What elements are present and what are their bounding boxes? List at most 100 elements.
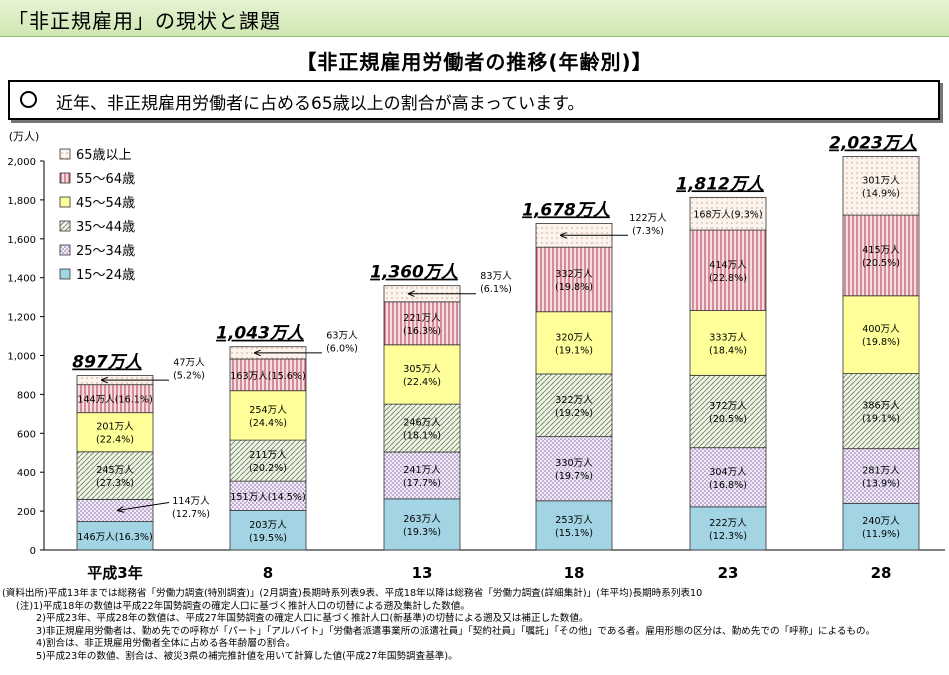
bar-segment [229,510,307,551]
stacked-bar-chart: 0 200 400 600 800 1,000 1,200 1,400 1,600 1,800 2,… [7,130,945,582]
legend-swatch [59,148,71,160]
bar-total-label: 1,812万人 [676,174,765,194]
bar-segment [535,500,613,551]
bar-segment [383,344,461,405]
data-label: (19.8%) [862,337,900,348]
bar-segment [535,436,613,502]
note-line: (注)1)平成18年の数値は平成22年国勢調査の確定人口に基づく推計人口の切替に… [16,600,470,612]
data-label-external: 63万人 [326,330,358,341]
note-line: (資料出所)平成13年までは総務省「労働力調査(特別調査)」(2月調査)長期時系… [2,588,703,599]
data-label: (22.8%) [709,273,747,284]
bar-segment [383,451,461,500]
bar-segment [76,412,154,453]
bar-segment [689,310,767,376]
data-label: 144万人(16.1%) [77,395,152,406]
note-line: 4)割合は、非正規雇用労働者全体に占める各年齢層の割合。 [36,638,296,650]
data-label: 415万人 [862,245,900,256]
bar-segment [842,214,920,297]
data-label: 305万人 [403,364,441,375]
data-label: 221万人 [403,313,441,324]
bar-segment [76,384,154,414]
data-label: 322万人 [555,395,593,406]
data-label: (20.2%) [249,463,287,474]
bar-segment [689,374,767,449]
data-label: (20.5%) [862,258,900,269]
data-label: 304万人 [709,467,747,478]
x-tick-label: 13 [412,564,433,582]
legend-label: 65歳以上 [76,148,132,163]
data-label: 301万人 [862,175,900,186]
message-box: 近年、非正規雇用労働者に占める65歳以上の割合が高まっています。 [8,80,940,120]
data-label: 201万人 [96,422,134,433]
data-label: 163万人(15.6%) [230,371,305,382]
legend-label: 35～44歳 [76,220,135,235]
data-label: 263万人 [403,514,441,525]
bar-segment [76,451,154,500]
y-tick-label: 2,000 [7,157,36,168]
bar-segment [689,447,767,508]
data-label: (16.3%) [403,326,441,337]
bar-segment [229,358,307,392]
data-label: (19.5%) [249,533,287,544]
bar-segment [689,229,767,311]
page-header-title: 「非正規雇用」の現状と課題 [8,9,281,33]
y-tick-label: 1,400 [7,274,36,285]
y-tick-label: 0 [30,546,36,557]
data-label: 254万人 [249,405,287,416]
data-label: (11.9%) [862,529,900,540]
data-label: 386万人 [862,401,900,412]
bar-segment [842,502,920,551]
data-label: (22.4%) [403,377,441,388]
chart-title: 【非正規雇用労働者の推移(年齢別)】 [296,50,653,74]
data-label: (13.9%) [862,478,900,489]
bar-segment [842,448,920,504]
y-tick-label: 400 [17,468,36,479]
legend-swatch [59,220,71,232]
legend-label: 15～24歳 [76,268,135,283]
data-label: (16.8%) [709,480,747,491]
y-tick-label: 1,000 [7,352,36,363]
source-notes: (資料出所)平成13年までは総務省「労働力調査(特別調査)」(2月調査)長期時系… [2,588,875,664]
legend-swatch [59,196,71,208]
data-label: (24.4%) [249,418,287,429]
data-label: 332万人 [555,269,593,280]
y-tick-label: 1,600 [7,235,36,246]
x-tick-label: 8 [263,564,273,582]
data-label: 203万人 [249,520,287,531]
data-label: 333万人 [709,332,747,343]
label-arrow [117,502,170,511]
legend-swatch [59,244,71,256]
data-label-external: (6.0%) [326,343,358,354]
data-label-external: 47万人 [173,358,205,369]
data-label: 222万人 [709,518,747,529]
data-label: 240万人 [862,516,900,527]
data-label: (19.3%) [403,527,441,538]
data-label: 168万人(9.3%) [693,210,762,221]
bar-segment [229,480,307,511]
note-line: 3)非正規雇用労働者は、勤め先での呼称が「パート」「アルバイト」「労働者派遣事業… [36,625,876,637]
y-tick-label: 1,800 [7,196,36,207]
data-label: 330万人 [555,458,593,469]
legend-label: 45～54歳 [76,196,135,211]
data-label: (12.3%) [709,531,747,542]
y-axis-unit-label: (万人) [9,130,40,143]
y-tick-label: 600 [17,429,36,440]
data-label: (19.1%) [862,414,900,425]
bar-segment [76,521,154,551]
data-label-external: (5.2%) [173,371,205,382]
data-label-external: 83万人 [480,271,512,282]
data-label-external: (6.1%) [480,284,512,295]
bar-segment [229,390,307,441]
bar-segment [689,196,767,231]
data-label: 146万人(16.3%) [77,532,152,543]
data-label: 246万人 [403,418,441,429]
data-label: (19.1%) [555,345,593,356]
data-label: 211万人 [249,450,287,461]
data-label: (19.7%) [555,471,593,482]
data-label: (22.4%) [96,435,134,446]
page-header: 「非正規雇用」の現状と課題 [0,0,949,37]
data-label: (15.1%) [555,528,593,539]
data-label: 414万人 [709,260,747,271]
data-label: (14.9%) [862,188,900,199]
data-label: 253万人 [555,515,593,526]
